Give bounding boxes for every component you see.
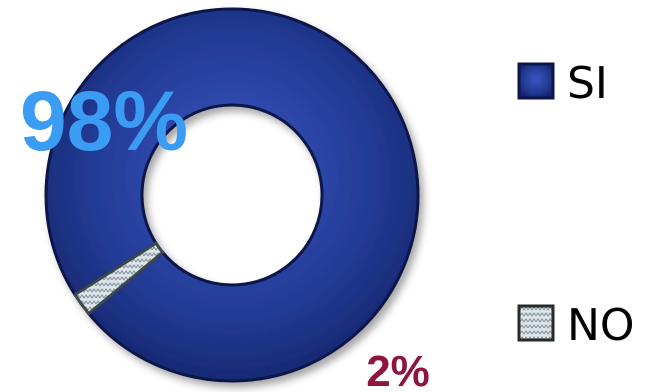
legend-item-no: NO	[517, 300, 635, 351]
legend-item-si: SI	[517, 58, 608, 109]
slice-no	[72, 241, 165, 316]
legend-swatch-si	[517, 62, 555, 100]
legend-label-no: NO	[567, 300, 635, 351]
data-label-no: 2%	[366, 347, 430, 392]
legend-swatch-no	[517, 304, 555, 342]
donut-slices	[44, 7, 420, 383]
legend: SI NO	[517, 58, 635, 351]
slice-si	[44, 7, 420, 383]
data-label-si: 98%	[20, 74, 188, 168]
legend-label-si: SI	[567, 58, 608, 109]
